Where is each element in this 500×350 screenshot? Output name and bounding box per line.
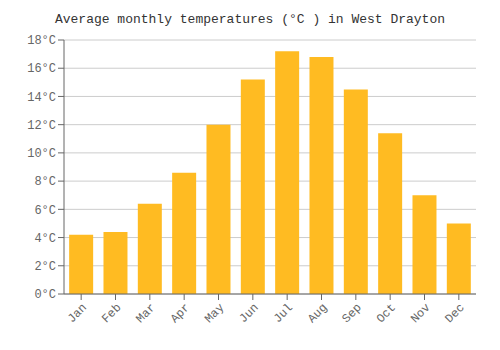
svg-text:Nov: Nov bbox=[408, 301, 433, 326]
svg-text:Aug: Aug bbox=[305, 301, 330, 326]
svg-text:Mar: Mar bbox=[134, 301, 159, 326]
svg-text:2°C: 2°C bbox=[34, 260, 56, 274]
svg-text:Feb: Feb bbox=[99, 301, 124, 326]
svg-text:Sep: Sep bbox=[340, 301, 365, 326]
svg-text:18°C: 18°C bbox=[27, 34, 56, 48]
svg-text:14°C: 14°C bbox=[27, 91, 56, 105]
svg-text:Oct: Oct bbox=[374, 301, 399, 326]
svg-text:Jul: Jul bbox=[271, 301, 296, 326]
svg-text:6°C: 6°C bbox=[34, 204, 56, 218]
svg-text:0°C: 0°C bbox=[34, 288, 56, 302]
svg-text:Dec: Dec bbox=[443, 301, 468, 326]
svg-text:Jun: Jun bbox=[237, 301, 262, 326]
svg-text:Jan: Jan bbox=[65, 301, 90, 326]
svg-text:8°C: 8°C bbox=[34, 175, 56, 189]
svg-text:4°C: 4°C bbox=[34, 232, 56, 246]
svg-text:12°C: 12°C bbox=[27, 119, 56, 133]
svg-text:Apr: Apr bbox=[168, 301, 193, 326]
html-text:Average monthly temperatures (: Average monthly temperatures (°C ) in We… bbox=[55, 12, 445, 27]
svg-text:16°C: 16°C bbox=[27, 62, 56, 76]
svg-text:May: May bbox=[202, 301, 227, 326]
svg-text:10°C: 10°C bbox=[27, 147, 56, 161]
